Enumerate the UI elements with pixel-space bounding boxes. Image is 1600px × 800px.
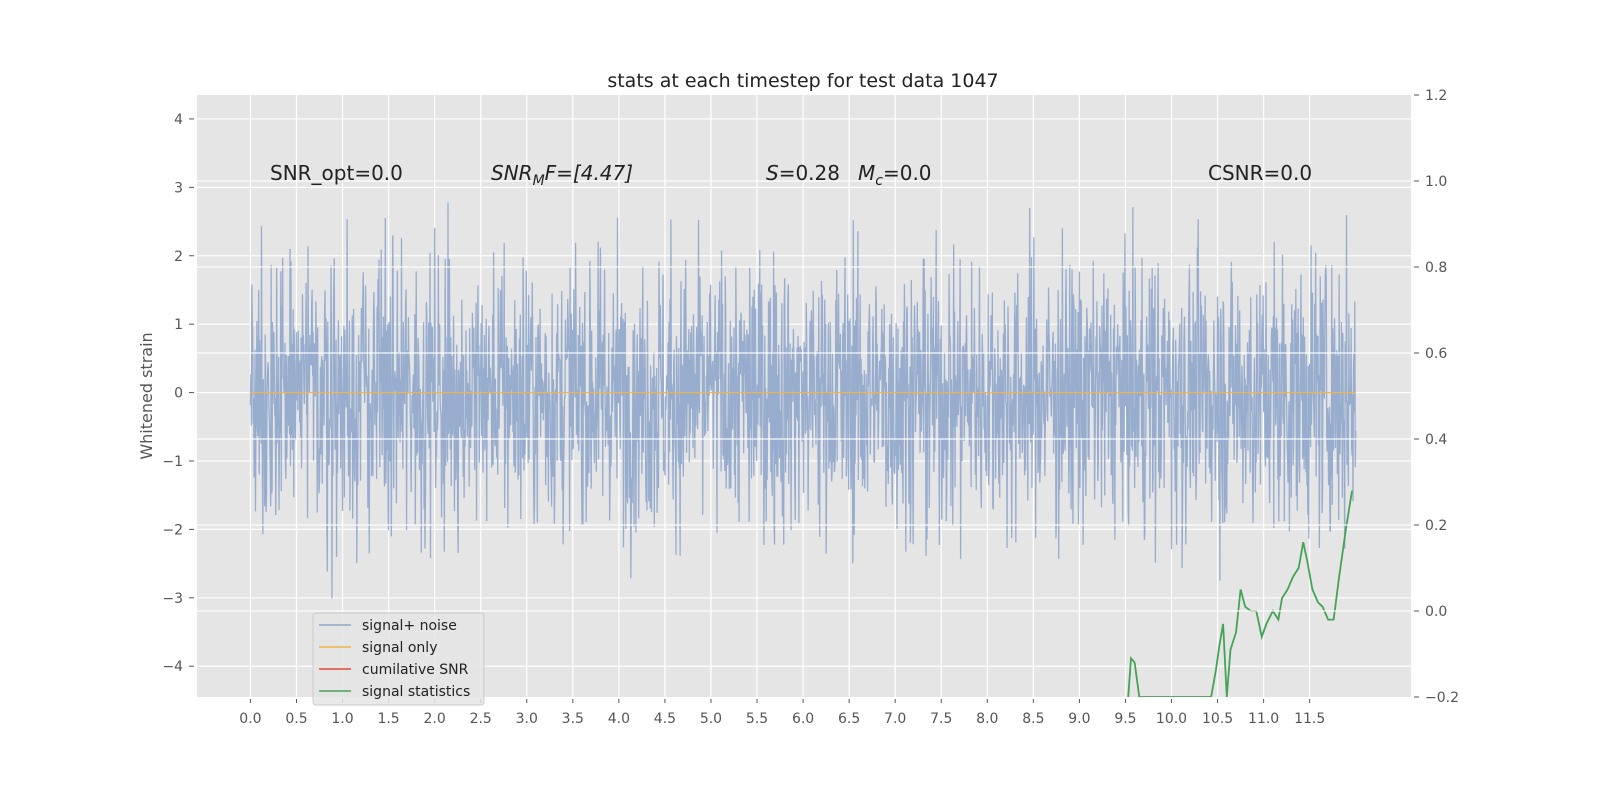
annotation-s: S=0.28: [766, 161, 840, 185]
y2-tick-label: 0.2: [1425, 518, 1447, 534]
x-tick-label: 5.0: [700, 711, 722, 727]
y2-tick-label: 0.8: [1425, 260, 1447, 276]
x-tick-label: 3.5: [562, 711, 584, 727]
y-tick-label: 1: [174, 317, 183, 333]
y2-tick-label: 0.4: [1425, 432, 1447, 448]
x-tick-label: 7.0: [884, 711, 906, 727]
x-tick-label: 11.5: [1294, 711, 1325, 727]
legend-box: [312, 612, 485, 706]
series-signal-statistics-line: [1127, 490, 1353, 697]
y-tick-label: −1: [162, 454, 183, 470]
chart-title: stats at each timestep for test data 104…: [607, 70, 998, 92]
y2-tick-label: 0.6: [1425, 346, 1447, 362]
annotation-mc: Mc=0.0: [858, 161, 932, 189]
x-tick-label: 4.5: [654, 711, 676, 727]
y2-tick-label: 1.2: [1425, 88, 1447, 104]
x-axis: 0.0 0.5 1.0 1.5 2.0 2.5 3.0 3.5 4.0 4.5 5.0 5.5 6.0 6…: [239, 699, 1325, 727]
y-tick-label: 3: [174, 180, 183, 196]
y-tick-label: 0: [174, 386, 183, 402]
x-tick-label: 9.5: [1114, 711, 1136, 727]
y-axis-left: −4 −3 −2 −1 0 1 2 3 4: [162, 112, 194, 675]
x-tick-label: 10.0: [1156, 711, 1187, 727]
annotation-csnr: CSNR=0.0: [1208, 161, 1312, 185]
y-tick-label: 4: [174, 112, 183, 128]
x-tick-label: 1.0: [331, 711, 353, 727]
annotation-snr-mf: SNRMF=[4.47]: [491, 161, 633, 189]
y2-tick-label: 1.0: [1425, 174, 1447, 190]
y2-tick-label: −0.2: [1425, 690, 1459, 706]
x-tick-label: 11.0: [1248, 711, 1279, 727]
annotation-snr-opt: SNR_opt=0.0: [270, 161, 403, 185]
legend: signal+ noise signal only cumilative SNR…: [312, 612, 485, 706]
x-tick-label: 8.5: [1022, 711, 1044, 727]
y-axis-label: Whitened strain: [137, 332, 156, 459]
x-tick-label: 9.0: [1068, 711, 1090, 727]
legend-label-signal-only: signal only: [362, 640, 437, 656]
x-tick-label: 2.0: [424, 711, 446, 727]
x-tick-label: 8.0: [976, 711, 998, 727]
x-tick-label: 3.0: [516, 711, 538, 727]
x-tick-label: 1.5: [377, 711, 399, 727]
x-tick-label: 6.0: [792, 711, 814, 727]
right-axis-gridlines: [197, 180, 1411, 612]
x-tick-label: 0.0: [239, 711, 261, 727]
x-tick-label: 2.5: [470, 711, 492, 727]
legend-label-signal-noise: signal+ noise: [362, 618, 457, 634]
y-tick-label: 2: [174, 249, 183, 265]
y-tick-label: −4: [162, 659, 183, 675]
y-axis-right: −0.2 0.0 0.2 0.4 0.6 0.8 1.0 1.2: [1414, 88, 1459, 706]
x-tick-label: 7.5: [930, 711, 952, 727]
x-tick-label: 10.5: [1202, 711, 1233, 727]
y2-tick-label: 0.0: [1425, 604, 1447, 620]
legend-label-cumulative-snr: cumilative SNR: [362, 662, 469, 678]
y-tick-label: −2: [162, 522, 183, 538]
y-tick-label: −3: [162, 591, 183, 607]
x-tick-label: 4.0: [608, 711, 630, 727]
legend-label-signal-statistics: signal statistics: [362, 684, 470, 700]
series-signal-noise-line: [249, 202, 1357, 599]
x-tick-label: 5.5: [746, 711, 768, 727]
x-tick-label: 0.5: [285, 711, 307, 727]
x-tick-label: 6.5: [838, 711, 860, 727]
